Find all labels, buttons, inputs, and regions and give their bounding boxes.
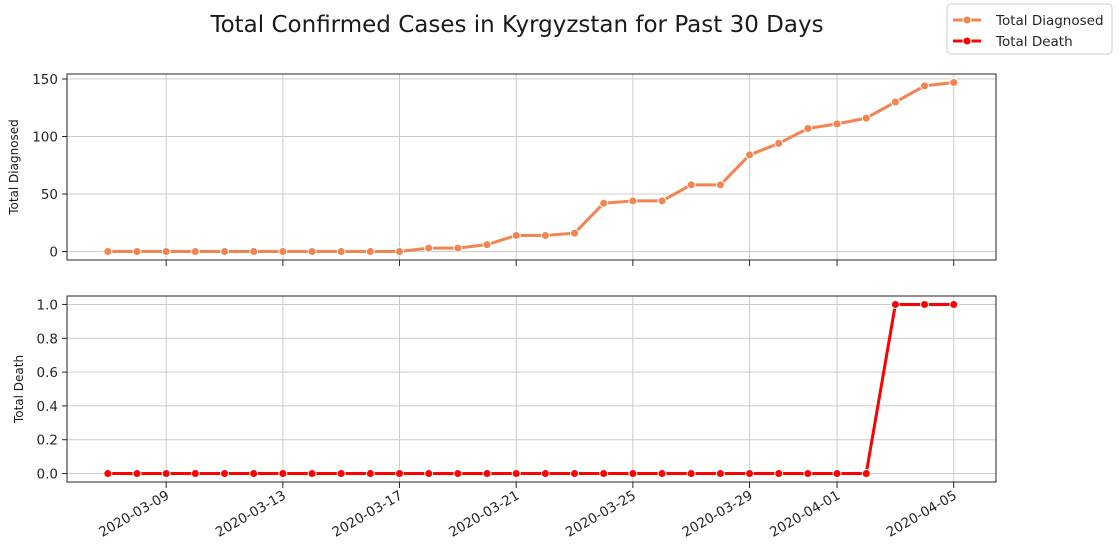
death-data-point [570, 469, 580, 479]
diagnosed-data-point [861, 113, 871, 123]
death-data-point [453, 469, 463, 479]
diagnosed-data-point [278, 247, 288, 257]
diagnosed-data-point [395, 247, 405, 257]
y-tick-label: 0.8 [37, 331, 58, 347]
diagnosed-data-point [657, 196, 667, 206]
x-tick-label: 2020-03-29 [680, 488, 756, 541]
death-series-line [106, 302, 956, 476]
x-tick-label: 2020-03-13 [213, 488, 289, 541]
death-data-point [920, 299, 930, 309]
death-data-point [861, 469, 871, 479]
death-data-point [161, 469, 171, 479]
diagnosed-data-point [511, 230, 521, 240]
death-data-point [949, 299, 959, 309]
x-tick-label: 2020-04-05 [884, 488, 960, 541]
death-data-point [190, 469, 200, 479]
death-data-point [540, 469, 550, 479]
y-tick-label: 0.0 [37, 467, 58, 483]
legend-frame [946, 3, 1113, 55]
y-tick-label: 0.2 [37, 433, 58, 449]
diagnosed-data-point [803, 123, 813, 133]
legend-label: Total Diagnosed [995, 13, 1104, 29]
diagnosed-panel: 0 50 100 150 Total Diagnosed [7, 72, 997, 266]
y-tick-label: 100 [32, 130, 58, 146]
diagnosed-data-point [307, 247, 317, 257]
diagnosed-data-point [686, 180, 696, 190]
death-data-point [832, 469, 842, 479]
diagnosed-data-point [161, 247, 171, 257]
death-data-point [278, 469, 288, 479]
death-data-point [424, 469, 434, 479]
diagnosed-data-point [103, 247, 113, 257]
plot-frame [66, 73, 997, 261]
diagnosed-data-point [628, 196, 638, 206]
death-data-point [803, 469, 813, 479]
diagnosed-data-point [570, 228, 580, 238]
diagnosed-data-point [745, 150, 755, 160]
diagnosed-data-point [453, 243, 463, 253]
death-data-point [890, 299, 900, 309]
death-data-point [307, 469, 317, 479]
diagnosed-data-point [920, 81, 930, 91]
diagnosed-data-point [336, 247, 346, 257]
diagnosed-data-point [220, 247, 230, 257]
diagnosed-series-line [106, 80, 956, 254]
y-tick-label: 1.0 [37, 297, 58, 313]
diagnosed-data-point [715, 180, 725, 190]
death-data-point [599, 469, 609, 479]
death-y-axis-label: Total Death [12, 355, 26, 424]
death-data-point [365, 469, 375, 479]
death-data-point [395, 469, 405, 479]
chart-title: Total Confirmed Cases in Kyrgyzstan for … [209, 12, 823, 38]
diagnosed-data-point [540, 230, 550, 240]
diagnosed-data-point [832, 119, 842, 129]
diagnosed-data-point [599, 198, 609, 208]
death-data-point [715, 469, 725, 479]
death-data-point [657, 469, 667, 479]
diagnosed-data-point [249, 247, 259, 257]
plot-frame [66, 295, 997, 483]
y-tick-label: 0 [49, 245, 58, 261]
legend-swatch-marker [962, 36, 972, 46]
diagnosed-data-point [890, 97, 900, 107]
death-data-point [103, 469, 113, 479]
diagnosed-data-point [424, 243, 434, 253]
x-tick-label: 2020-03-09 [96, 488, 172, 541]
legend: Total Diagnosed Total Death [946, 3, 1113, 55]
y-tick-label: 0.6 [37, 365, 58, 381]
diagnosed-data-point [365, 247, 375, 257]
death-data-point [686, 469, 696, 479]
y-tick-label: 0.4 [37, 399, 58, 415]
diagnosed-data-point [132, 247, 142, 257]
diagnosed-data-point [774, 138, 784, 148]
death-data-point [336, 469, 346, 479]
death-data-point [511, 469, 521, 479]
legend-label: Total Death [995, 34, 1073, 50]
death-data-point [132, 469, 142, 479]
death-panel: 0.0 0.2 0.4 0.6 0.8 1.0 Total Death 2020-03-09 2… [12, 295, 997, 541]
death-data-point [745, 469, 755, 479]
legend-swatch-marker [962, 15, 972, 25]
y-tick-label: 50 [41, 187, 58, 203]
death-data-point [482, 469, 492, 479]
x-tick-label: 2020-03-21 [446, 488, 522, 541]
diagnosed-y-axis-label: Total Diagnosed [7, 119, 21, 216]
x-tick-label: 2020-03-17 [330, 488, 406, 541]
diagnosed-data-point [949, 77, 959, 87]
y-tick-label: 150 [32, 72, 58, 88]
diagnosed-data-point [190, 247, 200, 257]
death-data-point [249, 469, 259, 479]
death-data-point [220, 469, 230, 479]
death-data-point [774, 469, 784, 479]
death-data-point [628, 469, 638, 479]
x-tick-label: 2020-03-25 [563, 488, 639, 541]
x-tick-label: 2020-04-01 [767, 488, 843, 541]
diagnosed-data-point [482, 240, 492, 250]
